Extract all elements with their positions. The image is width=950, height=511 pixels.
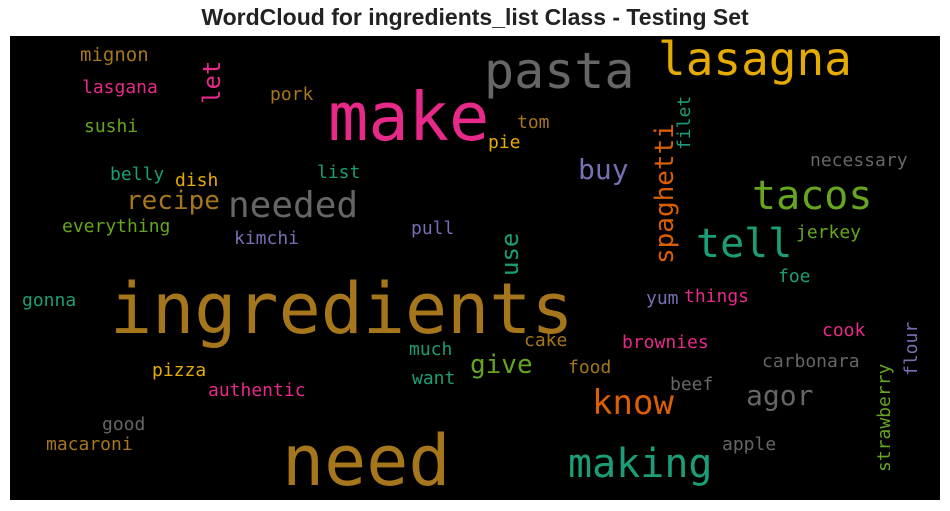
word-carbonara: carbonara <box>762 351 860 372</box>
word-tom: tom <box>517 112 550 133</box>
word-mignon: mignon <box>80 44 149 66</box>
word-need: need <box>282 420 451 500</box>
word-let: let <box>198 60 226 104</box>
word-cook: cook <box>822 320 866 341</box>
word-tell: tell <box>696 221 793 267</box>
word-gonna: gonna <box>22 290 77 311</box>
word-belly: belly <box>110 164 165 185</box>
word-lasagna: lasagna <box>658 36 852 86</box>
word-brownies: brownies <box>622 332 709 353</box>
word-everything: everything <box>62 216 171 237</box>
word-necessary: necessary <box>810 150 908 171</box>
word-jerkey: jerkey <box>796 222 862 243</box>
word-much: much <box>409 339 453 360</box>
word-use: use <box>496 232 524 276</box>
word-lasgana: lasgana <box>82 77 158 98</box>
word-list: list <box>317 162 361 183</box>
word-filet: filet <box>674 95 695 150</box>
word-want: want <box>412 368 456 389</box>
word-tacos: tacos <box>752 173 873 219</box>
chart-title: WordCloud for ingredients_list Class - T… <box>201 4 749 30</box>
word-kimchi: kimchi <box>234 228 300 249</box>
word-cloud-canvas: ingredients need make pasta lasagna maki… <box>10 36 940 500</box>
word-macaroni: macaroni <box>46 434 133 455</box>
word-pork: pork <box>270 84 314 105</box>
word-flour: flour <box>901 321 922 376</box>
word-things: things <box>684 286 750 307</box>
word-recipe: recipe <box>126 186 220 216</box>
word-pull: pull <box>411 218 455 239</box>
word-yum: yum <box>646 288 679 309</box>
word-authentic: authentic <box>208 380 306 401</box>
word-beef: beef <box>670 374 714 395</box>
word-good: good <box>102 414 146 435</box>
word-sushi: sushi <box>84 116 139 137</box>
word-dish: dish <box>175 170 219 191</box>
word-making: making <box>568 441 713 487</box>
word-make: make <box>328 78 490 156</box>
word-pasta: pasta <box>484 42 635 100</box>
word-pizza: pizza <box>152 360 207 381</box>
word-know: know <box>592 383 674 423</box>
word-give: give <box>470 350 533 380</box>
word-ingredients: ingredients <box>110 268 574 350</box>
word-cake: cake <box>524 330 568 351</box>
word-foe: foe <box>778 266 811 287</box>
word-strawberry: strawberry <box>874 363 895 472</box>
word-apple: apple <box>722 434 777 455</box>
word-food: food <box>568 357 612 378</box>
word-buy: buy <box>578 153 629 186</box>
word-pie: pie <box>488 132 521 153</box>
word-needed: needed <box>228 185 359 226</box>
word-agor: agor <box>746 379 814 412</box>
